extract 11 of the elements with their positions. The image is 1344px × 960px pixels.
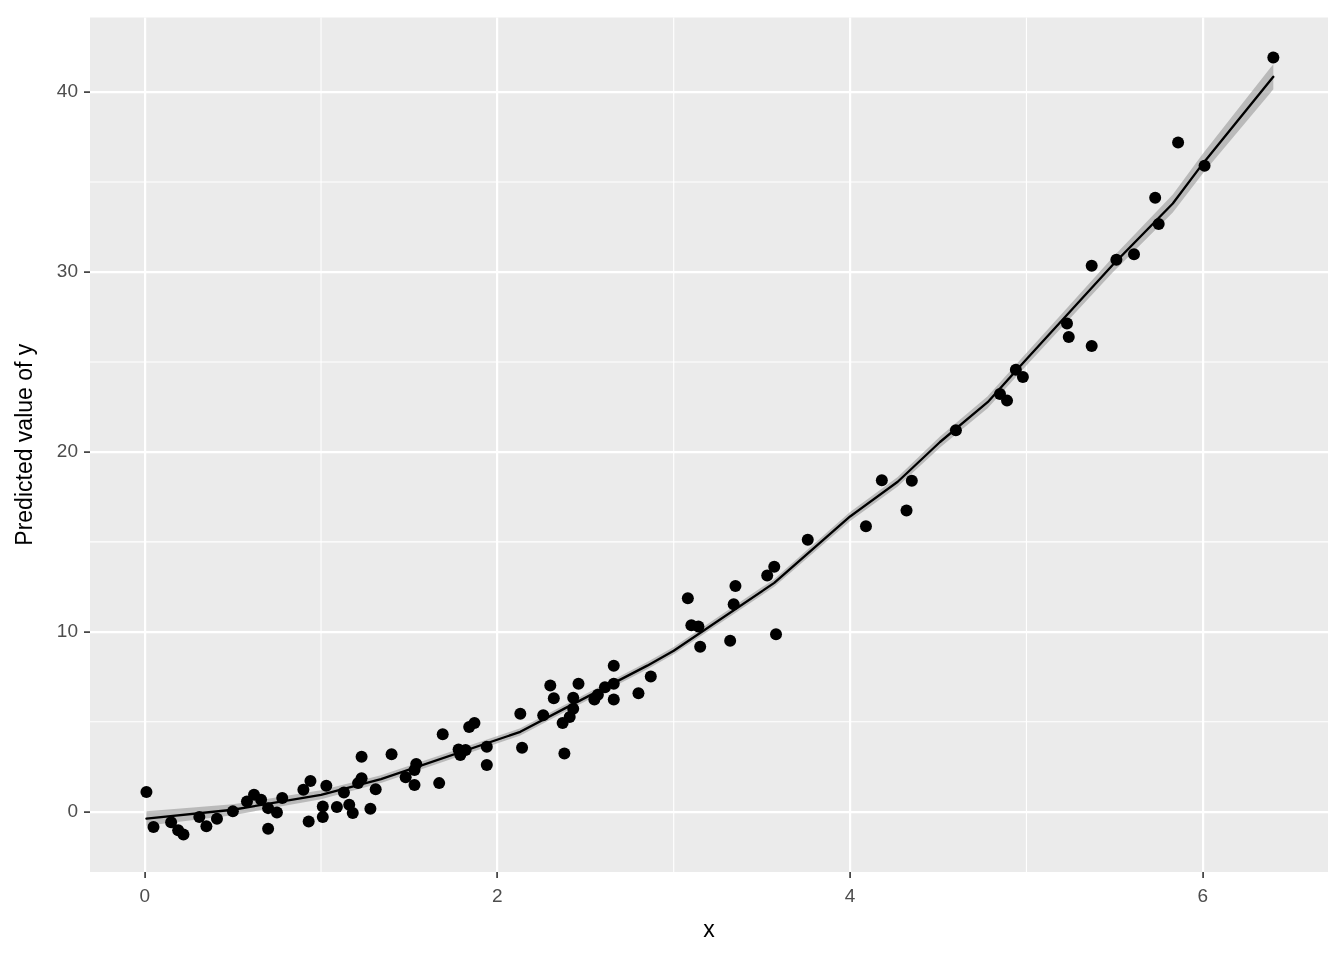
y-tick-label: 0 bbox=[67, 799, 78, 821]
x-tick-label: 2 bbox=[492, 884, 503, 906]
y-tick-label: 30 bbox=[56, 260, 78, 282]
y-tick-label: 40 bbox=[56, 80, 78, 102]
y-axis-title: Predicted value of y bbox=[11, 343, 38, 546]
x-tick-label: 6 bbox=[1197, 884, 1209, 906]
x-tick-label: 4 bbox=[844, 884, 856, 906]
x-axis-title: x bbox=[703, 915, 716, 942]
y-tick-label: 10 bbox=[56, 620, 78, 642]
y-tick-label: 20 bbox=[56, 440, 78, 462]
x-tick-label: 0 bbox=[139, 884, 150, 906]
